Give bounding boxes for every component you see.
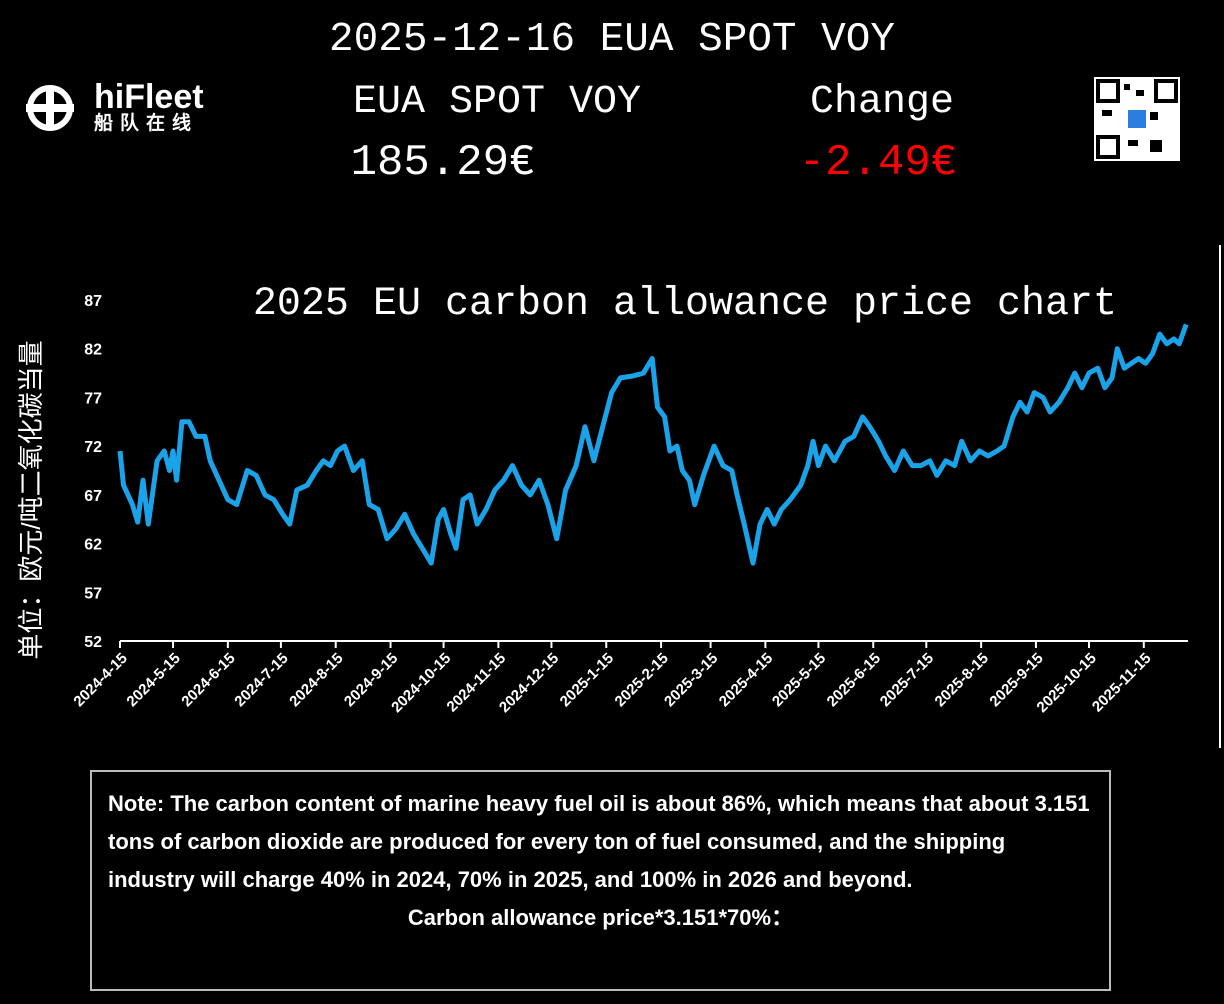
note-box: Note: The carbon content of marine heavy… bbox=[90, 770, 1111, 991]
y-tick-label: 62 bbox=[84, 537, 102, 554]
x-tick-label: 2024-7-15 bbox=[231, 650, 291, 710]
x-tick-label: 2025-8-15 bbox=[932, 650, 992, 710]
x-tick-label: 2025-5-15 bbox=[769, 650, 829, 710]
x-tick-label: 2025-7-15 bbox=[877, 650, 937, 710]
y-tick-label: 67 bbox=[84, 488, 102, 505]
x-tick-label: 2025-11-15 bbox=[1089, 650, 1155, 716]
y-tick-label: 72 bbox=[84, 439, 102, 456]
change-value: -2.49€ bbox=[799, 138, 957, 188]
y-tick-label: 52 bbox=[84, 634, 102, 651]
change-label: Change bbox=[810, 80, 954, 125]
price-line bbox=[117, 323, 1189, 566]
note-formula: Carbon allowance price*3.151*70%： bbox=[407, 905, 794, 930]
x-tick-label: 2025-1-15 bbox=[557, 650, 617, 710]
logo: hiFleet 船队在线 bbox=[26, 78, 204, 134]
y-tick-label: 77 bbox=[84, 390, 102, 407]
y-tick-label: 82 bbox=[84, 342, 102, 359]
price-value: 185.29€ bbox=[351, 138, 536, 188]
note-text: Note: The carbon content of marine heavy… bbox=[108, 791, 1090, 892]
x-tick-label: 2025-6-15 bbox=[824, 650, 884, 710]
y-tick-label: 87 bbox=[84, 293, 102, 310]
x-tick-label: 2024-4-15 bbox=[70, 650, 130, 710]
x-tick-label: 2024-5-15 bbox=[123, 650, 183, 710]
chart-title: 2025 EU carbon allowance price chart bbox=[253, 282, 1117, 327]
x-tick-label: 2025-3-15 bbox=[661, 650, 721, 710]
qr-code bbox=[1094, 77, 1180, 161]
x-tick-label: 2024-6-15 bbox=[178, 650, 238, 710]
logo-name: hiFleet bbox=[94, 78, 204, 116]
logo-subtitle: 船队在线 bbox=[94, 111, 198, 134]
page-title: 2025-12-16 EUA SPOT VOY bbox=[329, 17, 895, 63]
price-label: EUA SPOT VOY bbox=[353, 80, 641, 125]
y-tick-label: 57 bbox=[84, 585, 102, 602]
x-tick-label: 2025-4-15 bbox=[716, 650, 776, 710]
y-axis-label: 单位：欧元/吨二氧化碳当量 bbox=[16, 340, 46, 659]
x-tick-label: 2024-8-15 bbox=[286, 650, 346, 710]
